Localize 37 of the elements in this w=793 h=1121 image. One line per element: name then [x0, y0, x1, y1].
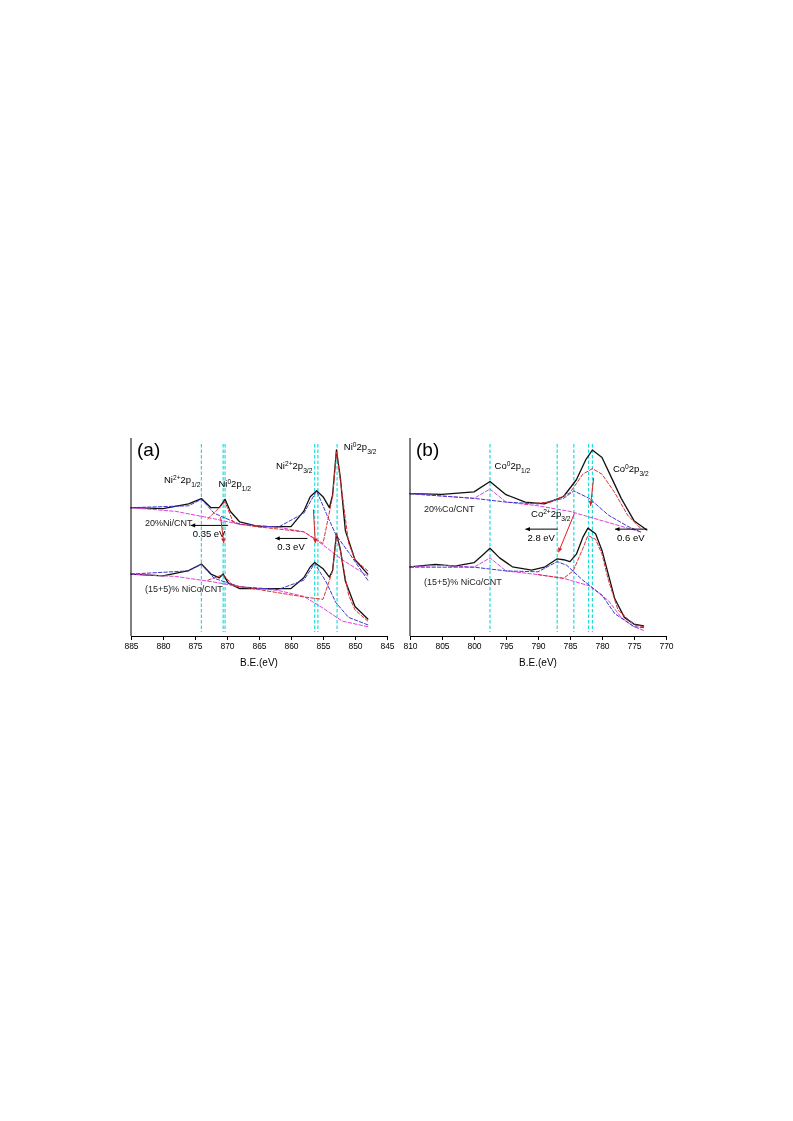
x-tick-label: 850	[348, 641, 363, 652]
x-tick-label: 780	[595, 641, 610, 652]
annotation: Ni$^{2+}$2p$_{3/2}$	[276, 459, 313, 474]
annotation: Ni$^{0}$2p$_{3/2}$	[343, 440, 377, 455]
annotation: Co$^{0}$2p$_{3/2}$	[612, 462, 649, 477]
annotation: 0.35 eV	[192, 528, 227, 540]
x-tick-label: 855	[316, 641, 331, 652]
x-tick-label: 885	[124, 641, 139, 652]
x-tick-label: 870	[220, 641, 235, 652]
x-tick-label: 800	[467, 641, 482, 652]
annotation: Co$^{0}$2p$_{1/2}$	[494, 459, 531, 474]
chart-title: (a)	[137, 439, 161, 460]
x-tick-label: 810	[403, 641, 418, 652]
x-tick-label: 865	[252, 641, 267, 652]
x-tick-label: 775	[627, 641, 642, 652]
series-label: 20%Ni/CNT	[145, 517, 194, 528]
x-tick-label: 845	[380, 641, 395, 652]
chart-title: (b)	[416, 439, 440, 460]
x-tick-label: 880	[156, 641, 171, 652]
annotation: 0.3 eV	[277, 541, 306, 553]
x-tick-label: 860	[284, 641, 299, 652]
annotation: 2.8 eV	[527, 532, 556, 544]
series-label: (15+5)% NiCo/CNT	[424, 576, 503, 587]
x-tick-label: 805	[435, 641, 450, 652]
series-label: (15+5)% NiCo/CNT	[145, 584, 224, 595]
annotation: 0.6 eV	[617, 532, 646, 544]
x-tick-label: 770	[659, 641, 674, 652]
x-tick-label: 875	[188, 641, 203, 652]
series-label: 20%Co/CNT	[424, 503, 476, 514]
annotation: Ni$^{2+}$2p$_{1/2}$	[164, 473, 201, 488]
annotation: Ni$^{0}$2p$_{1/2}$	[218, 477, 252, 492]
x-tick-label: 795	[499, 641, 514, 652]
annotation: Co$^{2+}$2p$_{3/2}$	[531, 507, 571, 522]
x-tick-label: 790	[531, 641, 546, 652]
x-tick-label: 785	[563, 641, 578, 652]
x-axis-title: B.E.(eV)	[519, 657, 557, 668]
x-axis-title: B.E.(eV)	[240, 657, 278, 668]
